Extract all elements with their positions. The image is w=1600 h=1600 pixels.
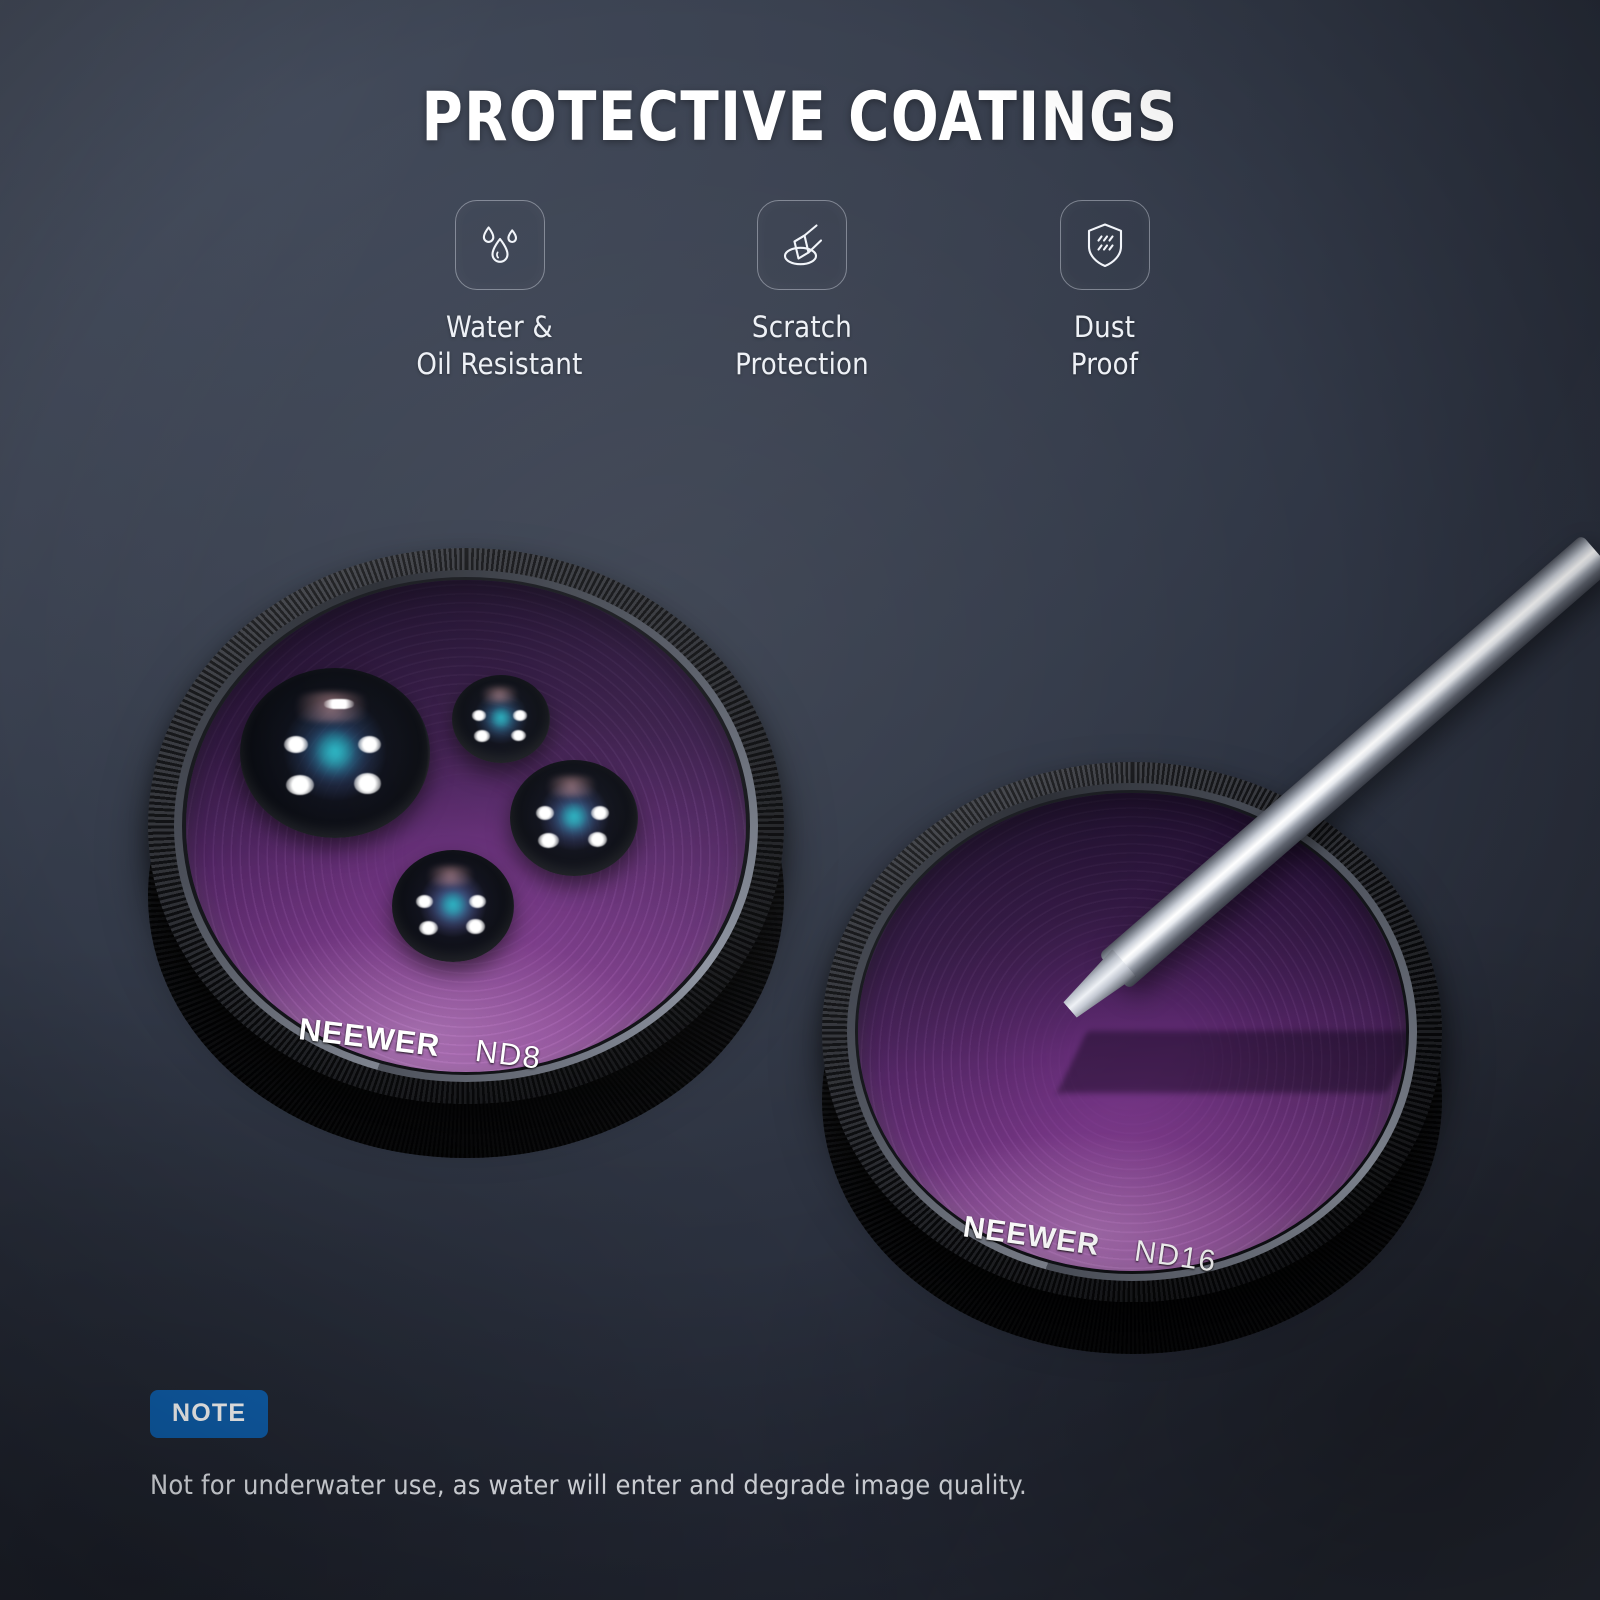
nd16-glass-shading [858, 793, 1406, 1271]
droplet-core-glow [552, 800, 596, 836]
nd8-glass-gloss [186, 580, 746, 1072]
droplet-highlight [283, 736, 309, 753]
droplet-highlight [357, 736, 381, 753]
droplet-highlight [510, 729, 527, 741]
feature-label-line2: Proof [1070, 347, 1139, 382]
droplet-highlight [285, 775, 315, 796]
feature-label-line2: Protection [735, 347, 869, 382]
feature-dust-proof: Dust Proof [987, 200, 1222, 383]
nd16-glass [858, 793, 1406, 1271]
droplet-highlight [535, 806, 554, 821]
note-text: Not for underwater use, as water will en… [150, 1470, 1027, 1501]
water-drops-icon [454, 200, 545, 290]
droplet-highlight [471, 710, 487, 721]
page-title: PROTECTIVE COATINGS [421, 78, 1179, 157]
feature-water-oil-resistant: Water & Oil Resistant [382, 200, 617, 383]
feature-label: Water & Oil Resistant [416, 309, 582, 383]
feature-label: Dust Proof [1071, 309, 1138, 383]
droplet-highlight [418, 920, 439, 936]
droplet-core-glow [484, 705, 518, 733]
droplet-warm-reflection [473, 687, 525, 704]
droplet-highlight [473, 730, 491, 742]
droplet-highlight [323, 698, 354, 709]
nd8-glass-shading [186, 580, 746, 1072]
nd16-filter: NEEWER ND16 [822, 762, 1442, 1354]
note-badge: NOTE [150, 1390, 269, 1438]
feature-label-line2: Oil Resistant [416, 347, 583, 382]
droplet-highlight [416, 894, 434, 909]
droplet-highlight [538, 833, 559, 849]
water-droplet-large [240, 668, 430, 838]
nd8-filter: NEEWER ND8 [148, 548, 784, 1158]
feature-scratch-protection: Scratch Protection [685, 200, 920, 383]
droplet-highlight [466, 919, 485, 934]
scratch-blade-icon [757, 200, 847, 290]
water-droplet-medium-right [510, 760, 638, 876]
feature-label-line1: Dust [1073, 310, 1136, 344]
droplet-core-glow [302, 727, 368, 779]
droplet-core-glow [432, 889, 474, 923]
droplet-warm-reflection [418, 865, 483, 886]
droplet-highlight [590, 806, 609, 821]
nd16-glass-gloss [858, 793, 1406, 1271]
droplet-highlight [588, 831, 608, 847]
water-droplet-small-top [452, 675, 550, 763]
feature-label: Scratch Protection [735, 309, 869, 383]
nd8-glass [186, 580, 746, 1072]
droplet-highlight [354, 773, 381, 794]
feature-label-line1: Scratch [751, 310, 853, 344]
screwdriver-shadow [1056, 1031, 1406, 1093]
droplet-highlight [512, 710, 528, 721]
feature-label-line1: Water & [446, 310, 553, 344]
shield-dust-icon [1059, 200, 1150, 290]
model-name: ND8 [473, 1032, 544, 1076]
feature-list: Water & Oil Resistant Scratch Protection [382, 200, 1222, 383]
water-droplet-medium-bottom [392, 850, 514, 962]
droplet-warm-reflection [538, 776, 605, 798]
droplet-highlight [468, 894, 486, 909]
